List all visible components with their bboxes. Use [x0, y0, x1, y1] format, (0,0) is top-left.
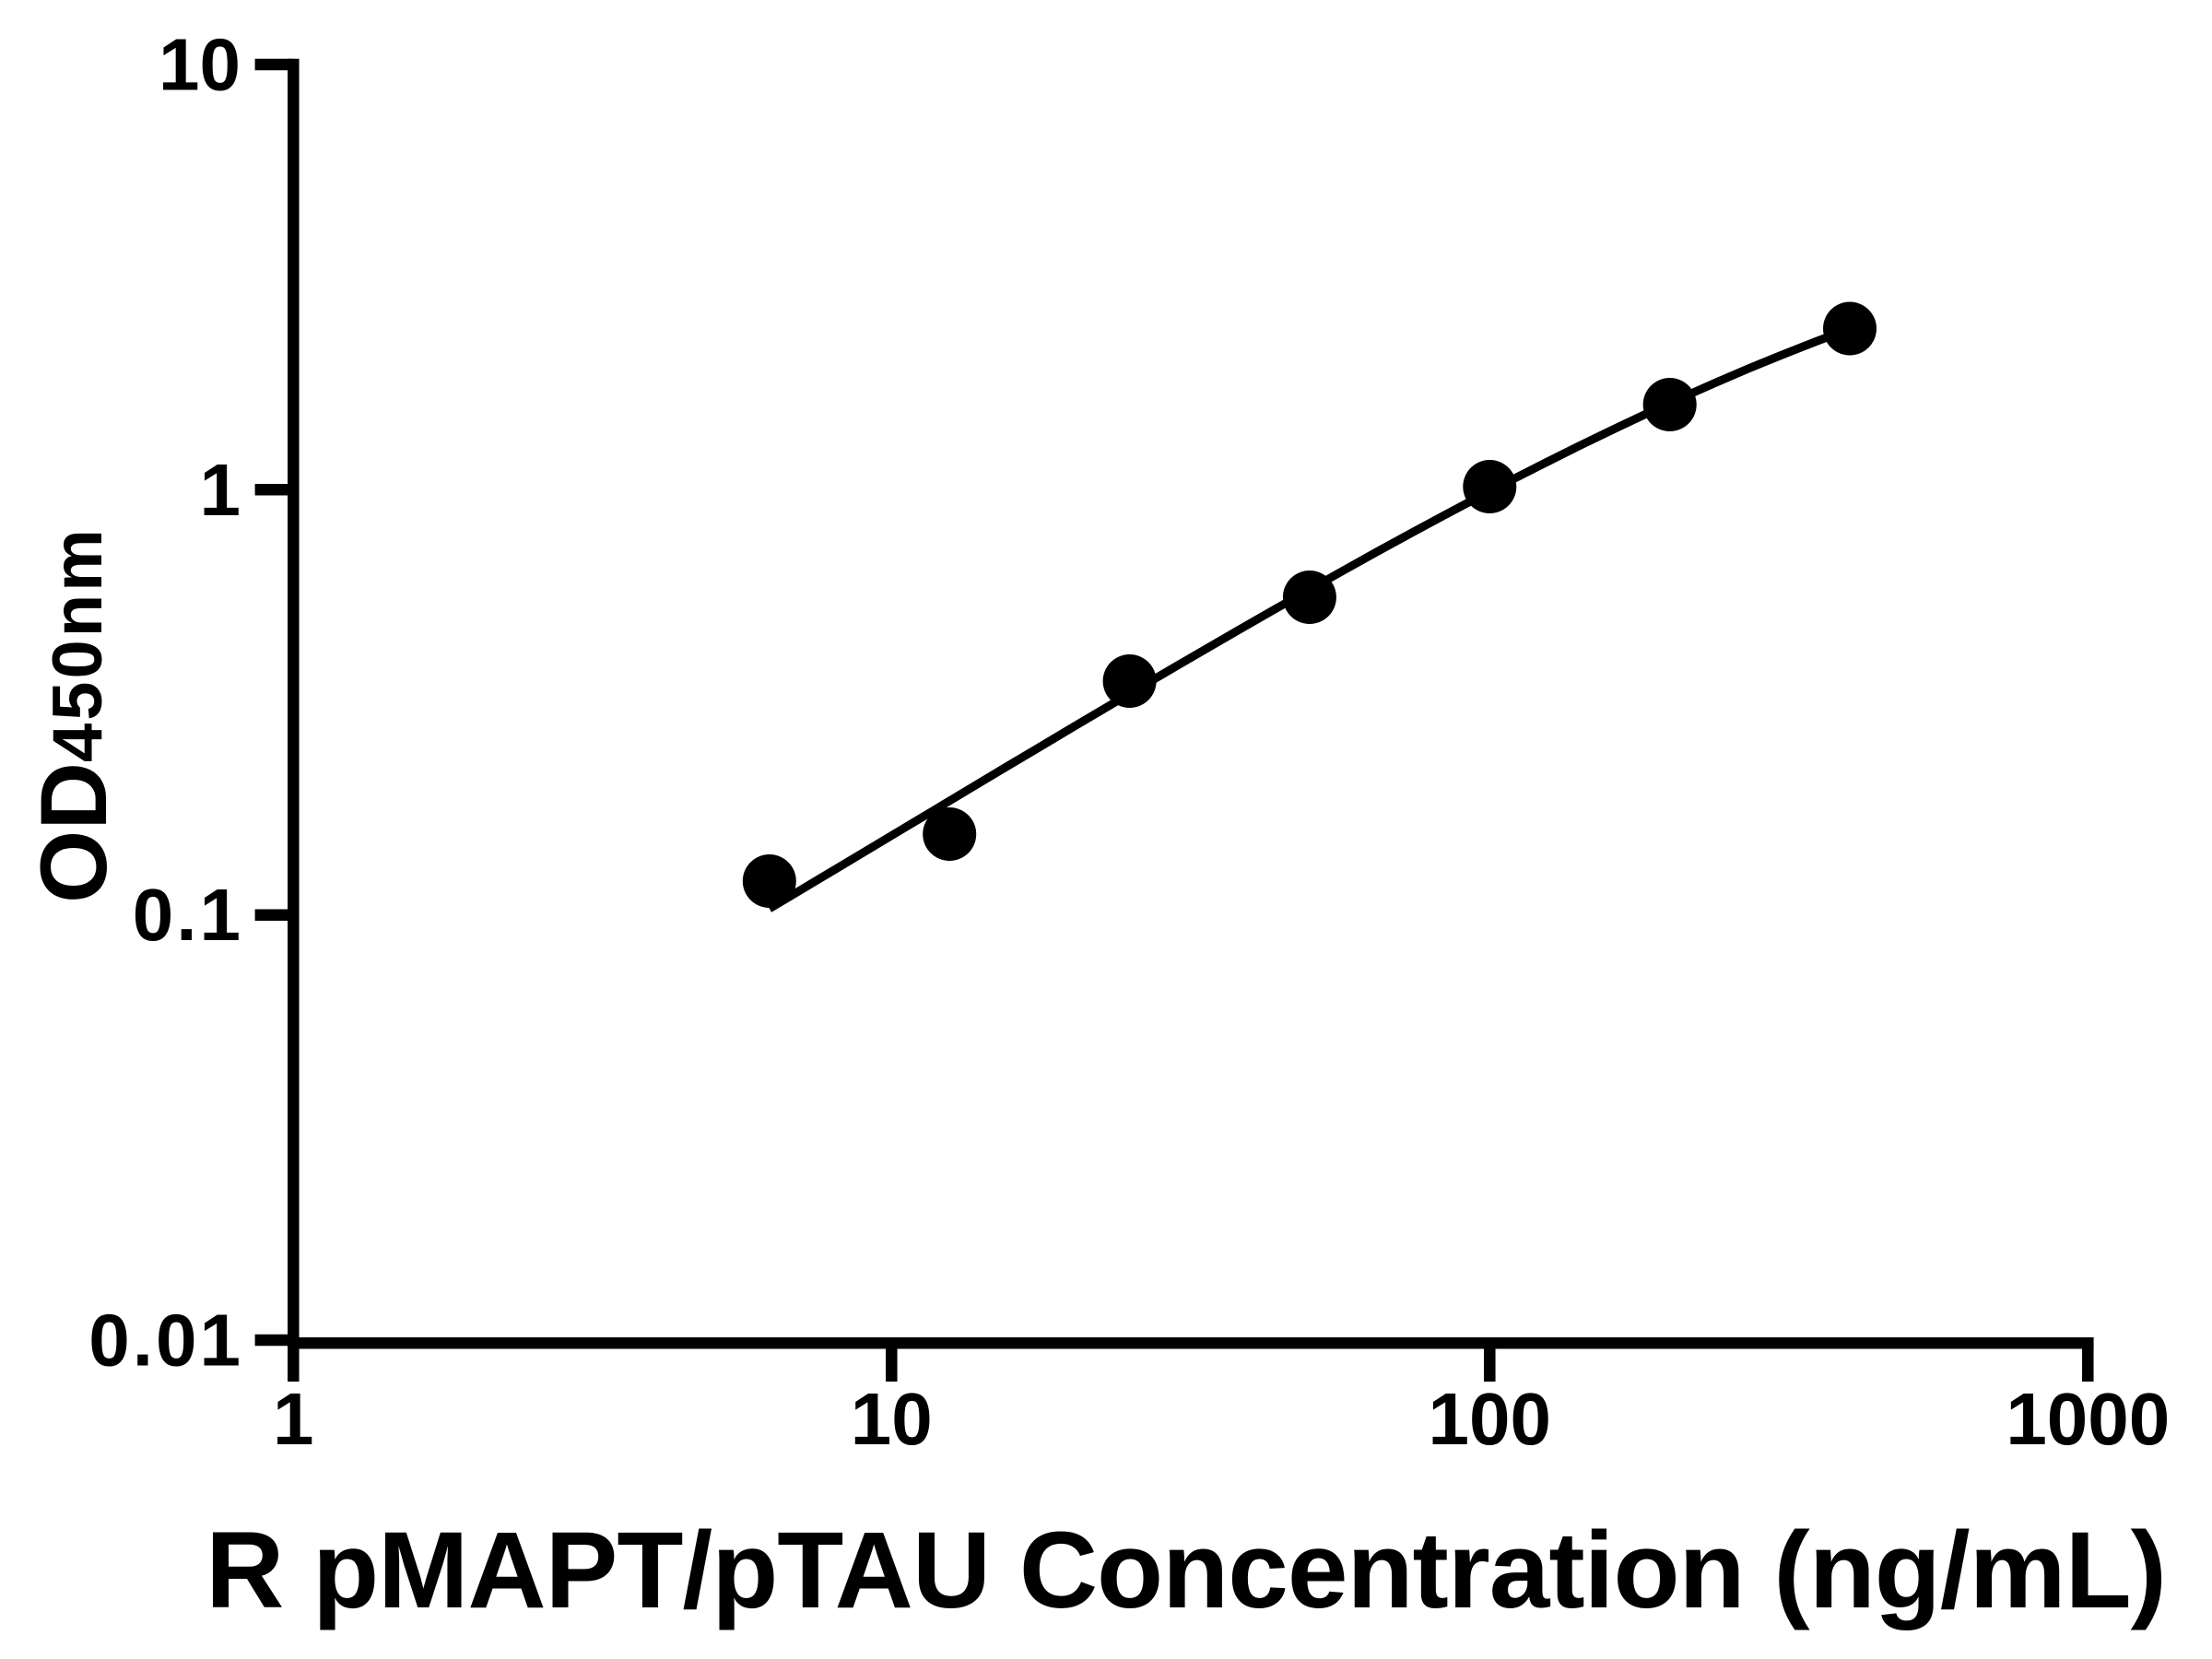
svg-text:R pMAPT/pTAU Concentration (ng: R pMAPT/pTAU Concentration (ng/mL): [206, 1510, 2166, 1631]
svg-text:100: 100: [1429, 1378, 1551, 1460]
svg-text:0.01: 0.01: [88, 1300, 243, 1382]
svg-text:10: 10: [159, 24, 241, 106]
svg-text:1: 1: [200, 449, 241, 531]
svg-text:1: 1: [273, 1378, 314, 1460]
svg-text:1000: 1000: [2006, 1378, 2170, 1460]
svg-text:0.1: 0.1: [133, 874, 243, 956]
svg-text:10: 10: [851, 1378, 933, 1460]
svg-text:OD450nm: OD450nm: [21, 526, 126, 903]
